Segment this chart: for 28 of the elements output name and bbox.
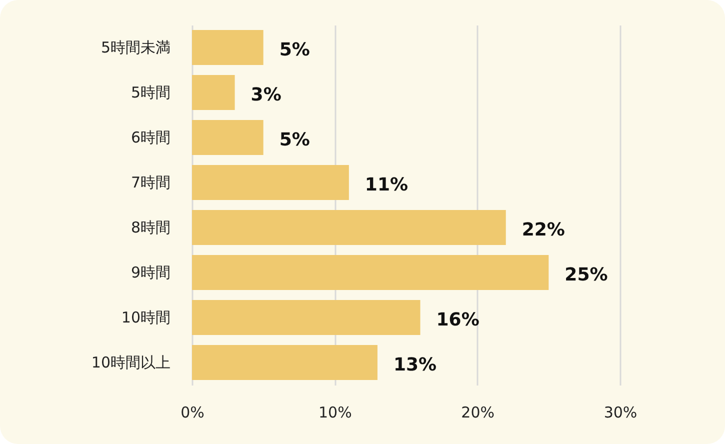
data-label: 5% xyxy=(279,40,310,60)
y-tick-label: 7時間 xyxy=(130,174,170,192)
bar xyxy=(192,74,235,110)
y-tick-label: 10時間 xyxy=(121,308,170,326)
y-tick-label: 8時間 xyxy=(130,218,170,236)
data-label: 22% xyxy=(522,220,565,240)
bar xyxy=(192,30,264,66)
bar xyxy=(192,210,506,246)
x-tick-label: 30% xyxy=(604,404,638,422)
y-tick-label: 9時間 xyxy=(130,264,170,282)
x-tick-label: 20% xyxy=(461,404,495,422)
data-label: 16% xyxy=(436,310,480,330)
data-label: 25% xyxy=(564,264,608,286)
data-label: 5% xyxy=(279,130,310,150)
bar xyxy=(192,344,378,380)
data-label: 13% xyxy=(393,354,437,376)
x-tick-label: 0% xyxy=(180,404,204,422)
y-tick-label: 5時間 xyxy=(130,84,170,102)
data-label: 3% xyxy=(250,84,282,106)
bar xyxy=(192,300,420,336)
data-label: 11% xyxy=(364,174,408,196)
bar xyxy=(192,164,349,200)
bar xyxy=(192,120,264,156)
y-tick-label: 6時間 xyxy=(130,128,170,146)
y-tick-label: 10時間以上 xyxy=(91,354,170,372)
x-tick-label: 10% xyxy=(318,404,352,422)
y-tick-label: 5時間未満 xyxy=(100,38,170,56)
bar xyxy=(192,254,549,290)
